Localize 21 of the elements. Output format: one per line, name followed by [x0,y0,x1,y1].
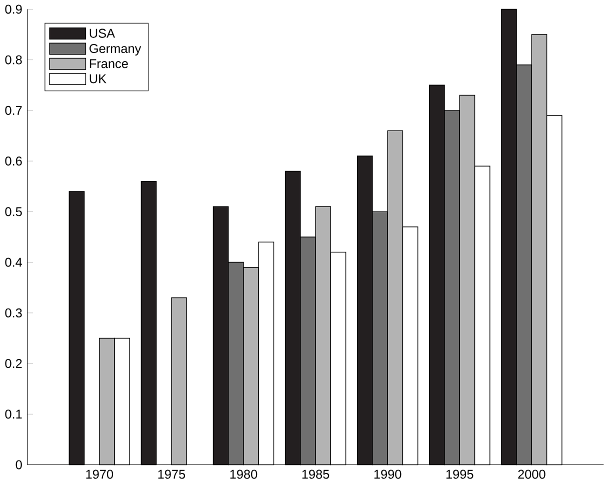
x-tick-label: 1995 [446,470,474,479]
y-tick-label: 0.2 [5,358,22,368]
y-tick-label: 0.3 [5,308,22,318]
y-tick-label: 0.8 [5,55,22,64]
x-tick-label: 1990 [374,470,402,479]
y-tick-label: 0 [16,460,22,470]
x-tick-label: 1975 [158,470,186,479]
legend-label: Germany [90,44,142,56]
legend-label: USA [90,28,116,38]
legend-label: UK [90,74,106,84]
x-tick-label: 1970 [86,470,114,479]
y-tick-label: 0.1 [5,409,22,418]
legend-label: France [90,59,128,68]
y-tick-label: 0.7 [5,106,22,115]
x-tick-label: 1985 [302,470,330,479]
y-tick-label: 0.6 [5,156,22,166]
x-tick-label: 2000 [518,470,546,479]
x-tick-label: 1980 [230,470,258,479]
y-tick-label: 0.4 [5,258,22,267]
y-tick-label: 0.5 [5,206,22,216]
y-tick-label: 0.9 [5,4,22,14]
